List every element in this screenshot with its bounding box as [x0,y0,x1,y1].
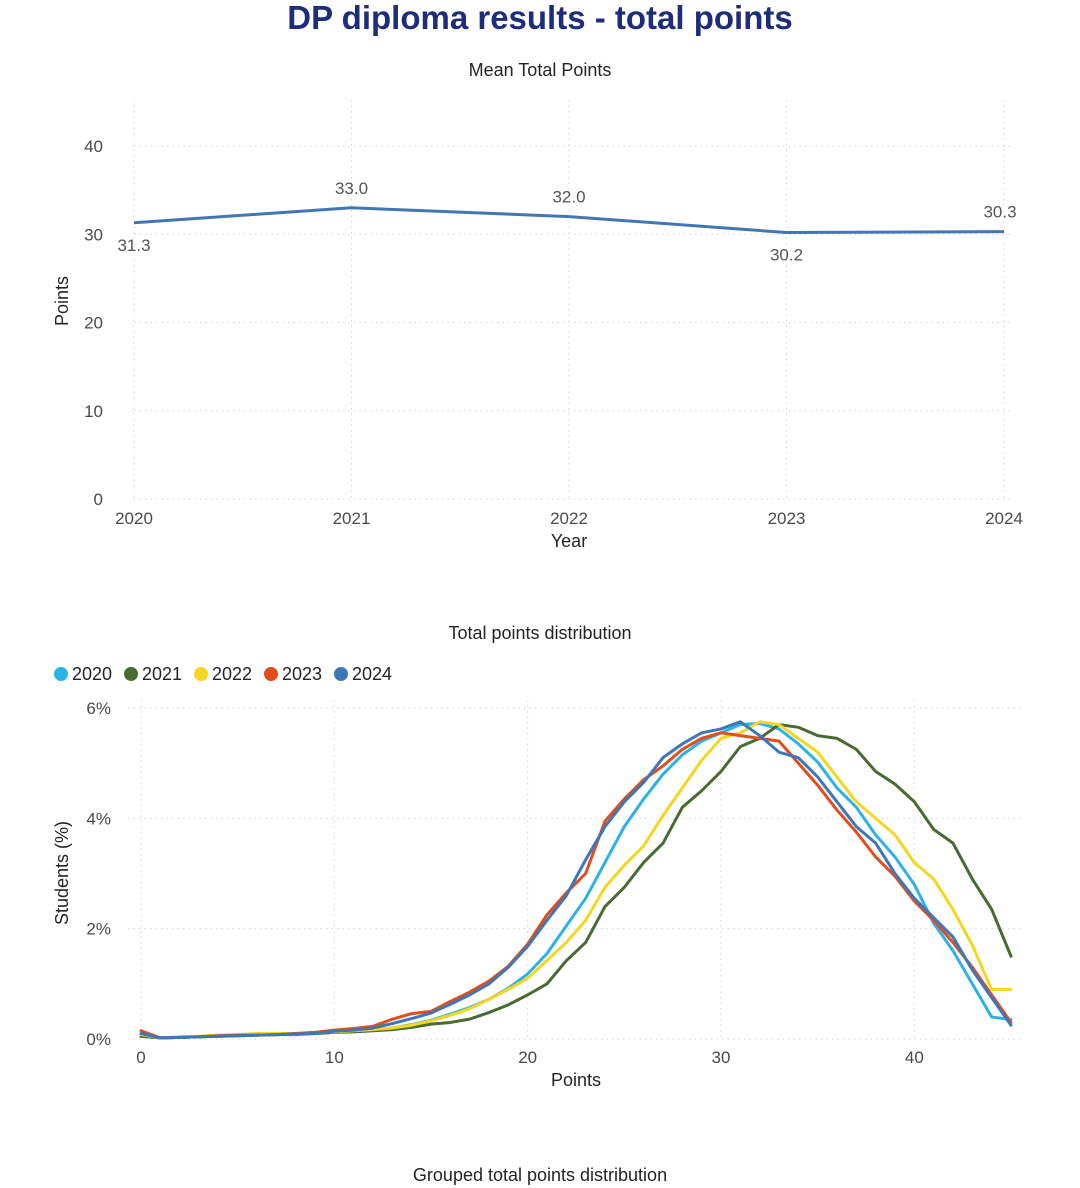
x-tick-label: 20 [518,1048,537,1067]
data-label: 31.3 [117,236,150,255]
distribution-chart: 0% 2% 4% 6% 0 10 20 30 40 Points Students (%) 2020 2… [52,664,1022,1090]
y-tick-label: 20 [84,314,103,333]
legend-item[interactable]: 2020 [54,664,112,684]
x-axis-title: Points [551,1070,601,1090]
y-tick-label: 0% [86,1030,111,1049]
y-tick-label: 2% [86,920,111,939]
legend-item[interactable]: 2022 [194,664,252,684]
legend-label: 2021 [142,664,182,684]
legend-item[interactable]: 2024 [334,664,392,684]
legend-label: 2023 [282,664,322,684]
x-tick-label: 2024 [985,509,1023,528]
x-tick-label: 2021 [333,509,371,528]
y-tick-label: 0 [94,490,103,509]
x-axis-title: Year [551,531,587,551]
y-tick-label: 30 [84,225,103,244]
y-tick-label: 6% [86,699,111,718]
x-tick-label: 40 [905,1048,924,1067]
y-tick-label: 4% [86,809,111,828]
mean-points-line [133,206,1005,234]
y-tick-label: 10 [84,402,103,421]
legend-item[interactable]: 2023 [264,664,322,684]
legend-marker [334,667,348,681]
x-tick-label: 2022 [550,509,588,528]
x-tick-label: 0 [136,1048,145,1067]
y-axis-title: Points [52,276,72,326]
x-tick-label: 2020 [115,509,153,528]
distribution-chart-title: Total points distribution [448,623,632,643]
legend-marker [54,667,68,681]
legend-marker [264,667,278,681]
y-tick-label: 40 [84,137,103,156]
legend-marker [194,667,208,681]
x-tick-label: 30 [712,1048,731,1067]
y-axis-title: Students (%) [52,821,72,925]
legend-label: 2020 [72,664,112,684]
series-line-2024 [139,720,1013,1040]
grouped-distribution-chart-title: Grouped total points distribution [412,1165,668,1185]
data-label: 33.0 [335,179,368,198]
legend-marker [124,667,138,681]
legend-item[interactable]: 2021 [124,664,182,684]
legend-label: 2024 [352,664,392,684]
mean-points-chart: 0 10 20 30 40 2020 2021 2022 2023 2024 Year Points 3… [52,100,1023,551]
data-label: 30.3 [983,203,1016,222]
series-line-2023 [139,731,1013,1040]
data-label: 32.0 [552,188,585,207]
legend-label: 2022 [212,664,252,684]
x-tick-label: 10 [325,1048,344,1067]
x-tick-label: 2023 [768,509,806,528]
mean-points-chart-title: Mean Total Points [468,60,612,80]
data-label: 30.2 [770,245,803,264]
page-title: DP diploma results - total points [287,0,793,36]
